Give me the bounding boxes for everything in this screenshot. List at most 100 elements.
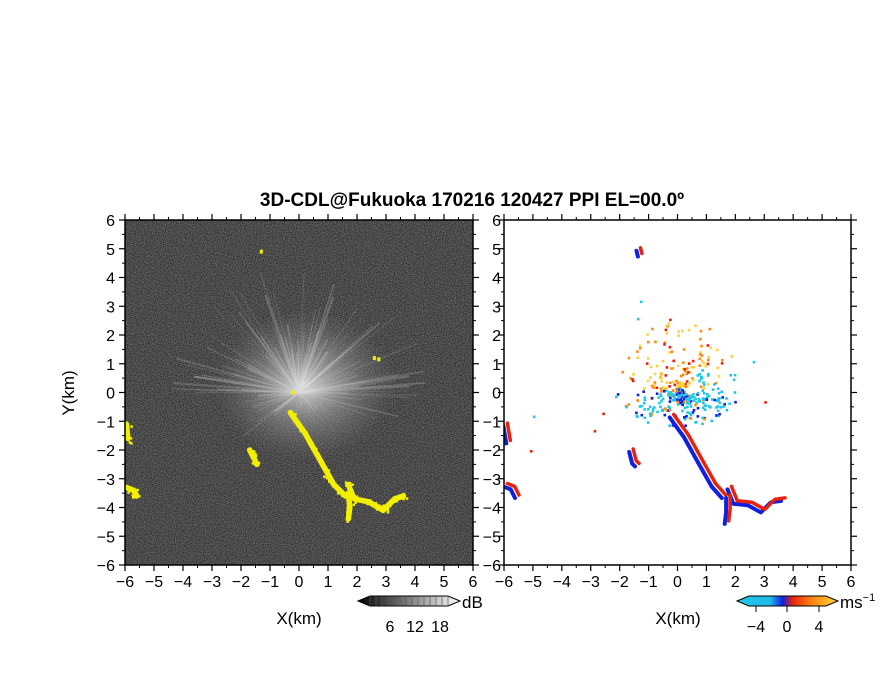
- velocity-echo-pixel: [651, 397, 654, 400]
- velocity-x-tick-label: −6: [495, 574, 513, 591]
- velocity-echo-pixel: [725, 397, 728, 400]
- velocity-echo-pixel: [686, 402, 689, 405]
- velocity-echo-pixel: [677, 334, 680, 337]
- velocity-echo-pixel: [691, 366, 694, 369]
- velocity-echo-pixel: [717, 409, 720, 412]
- velocity-echo-pixel: [673, 399, 676, 402]
- velocity-echo-pixel: [643, 387, 646, 390]
- velocity-echo-pixel: [694, 324, 697, 327]
- snr-echo-pixel: [323, 475, 326, 478]
- velocity-echo-pixel: [715, 406, 718, 409]
- snr-echo-pixel: [403, 493, 406, 496]
- velocity-echo-pixel: [663, 390, 666, 393]
- velocity-echo-pixel: [689, 403, 692, 406]
- velocity-echo-pixel: [707, 359, 710, 362]
- snr-echo-pixel: [130, 437, 133, 440]
- velocity-echo-pixel: [672, 389, 675, 392]
- velocity-echo-pixel: [718, 413, 721, 416]
- velocity-echo-pixel: [639, 405, 642, 408]
- velocity-ridge-receding: [729, 495, 730, 521]
- velocity-echo-pixel: [712, 388, 715, 391]
- velocity-echo-pixel: [652, 410, 655, 413]
- velocity-echo-pixel: [651, 328, 654, 331]
- velocity-colorbar: ms−1 −4 0 4: [737, 592, 875, 636]
- velocity-y-tick-label: 3: [492, 299, 501, 316]
- velocity-echo-pixel: [695, 421, 698, 424]
- snr-echo-pixel: [252, 462, 255, 465]
- velocity-echo-pixel: [702, 401, 705, 404]
- velocity-echo-pixel: [734, 401, 737, 404]
- velocity-echo-pixel: [701, 423, 704, 426]
- velocity-echo-pixel: [721, 362, 724, 365]
- velocity-echo-pixel: [684, 424, 687, 427]
- snr-echo-pixel: [349, 507, 352, 510]
- velocity-echo-pixel: [646, 362, 649, 365]
- snr-echo-pixel: [132, 494, 135, 497]
- snr-echo-pixel: [341, 495, 344, 498]
- snr-echo-pixel: [129, 441, 132, 444]
- velocity-echo-pixel: [665, 325, 668, 328]
- velocity-y-tick-label: 5: [492, 242, 501, 259]
- velocity-echo-pixel: [678, 394, 681, 397]
- snr-x-tick-label: −4: [174, 574, 192, 591]
- snr-echo-pixel: [138, 495, 141, 498]
- snr-echo-pixel: [402, 496, 405, 499]
- snr-echo-pixel: [355, 496, 358, 499]
- velocity-echo-pixel: [718, 392, 721, 395]
- velocity-echo-pixel: [636, 399, 639, 402]
- velocity-echo-pixel: [714, 399, 717, 402]
- velocity-echo-pixel: [698, 398, 701, 401]
- snr-echo-speck: [292, 391, 295, 395]
- snr-echo-pixel: [255, 455, 257, 458]
- snr-echo-pixel: [351, 495, 354, 498]
- velocity-echo-pixel: [661, 380, 664, 383]
- velocity-echo-pixel: [689, 396, 692, 399]
- velocity-echo-outlier: [530, 450, 533, 453]
- velocity-echo-pixel: [698, 373, 701, 376]
- velocity-echo-pixel: [729, 374, 732, 377]
- snr-echo-pixel: [383, 504, 386, 507]
- snr-echo-speck: [373, 356, 376, 360]
- snr-echo-pixel: [326, 477, 329, 480]
- velocity-echo-pixel: [684, 407, 687, 410]
- snr-echo-pixel: [136, 493, 139, 496]
- velocity-echo-pixel: [695, 401, 698, 404]
- velocity-echo-pixel: [684, 385, 687, 388]
- velocity-echo-pixel: [682, 385, 685, 388]
- snr-x-tick-label: −5: [145, 574, 163, 591]
- velocity-colorbar-unit-exponent: −1: [863, 592, 876, 604]
- velocity-x-tick-label: −3: [582, 574, 600, 591]
- velocity-echo-pixel: [659, 393, 662, 396]
- velocity-echo-pixel: [688, 382, 691, 385]
- velocity-colorbar-tick-label: 0: [783, 619, 792, 636]
- velocity-x-tick-label: −4: [553, 574, 571, 591]
- velocity-echo-pixel: [672, 360, 675, 363]
- snr-echo-pixel: [127, 488, 129, 491]
- velocity-echo-pixel: [636, 350, 639, 353]
- velocity-echo-pixel: [628, 403, 631, 406]
- snr-echo-pixel: [127, 423, 130, 426]
- snr-y-tick-label: 0: [106, 386, 115, 403]
- velocity-echo-pixel: [639, 347, 642, 350]
- velocity-echo-pixel: [688, 362, 691, 365]
- velocity-echo-pixel: [654, 381, 657, 384]
- velocity-x-tick-label: −1: [639, 574, 657, 591]
- snr-y-tick-label: −3: [97, 472, 115, 489]
- snr-y-axis-label: Y(km): [59, 370, 78, 415]
- velocity-y-tick-label: −3: [483, 472, 501, 489]
- velocity-echo-pixel: [660, 372, 663, 375]
- velocity-x-tick-label: 6: [847, 574, 856, 591]
- velocity-echo-pixel: [658, 402, 661, 405]
- velocity-x-tick-label: −2: [611, 574, 629, 591]
- velocity-echo-pixel: [693, 399, 696, 402]
- velocity-echo-pixel: [733, 379, 736, 382]
- velocity-echo-pixel: [686, 380, 689, 383]
- velocity-echo-pixel: [686, 411, 689, 414]
- snr-echo-pixel: [332, 485, 335, 488]
- velocity-echo-pixel: [676, 401, 679, 404]
- velocity-ridge-approaching: [725, 498, 726, 524]
- velocity-x-tick-label: 0: [673, 574, 682, 591]
- velocity-echo-pixel: [731, 355, 734, 358]
